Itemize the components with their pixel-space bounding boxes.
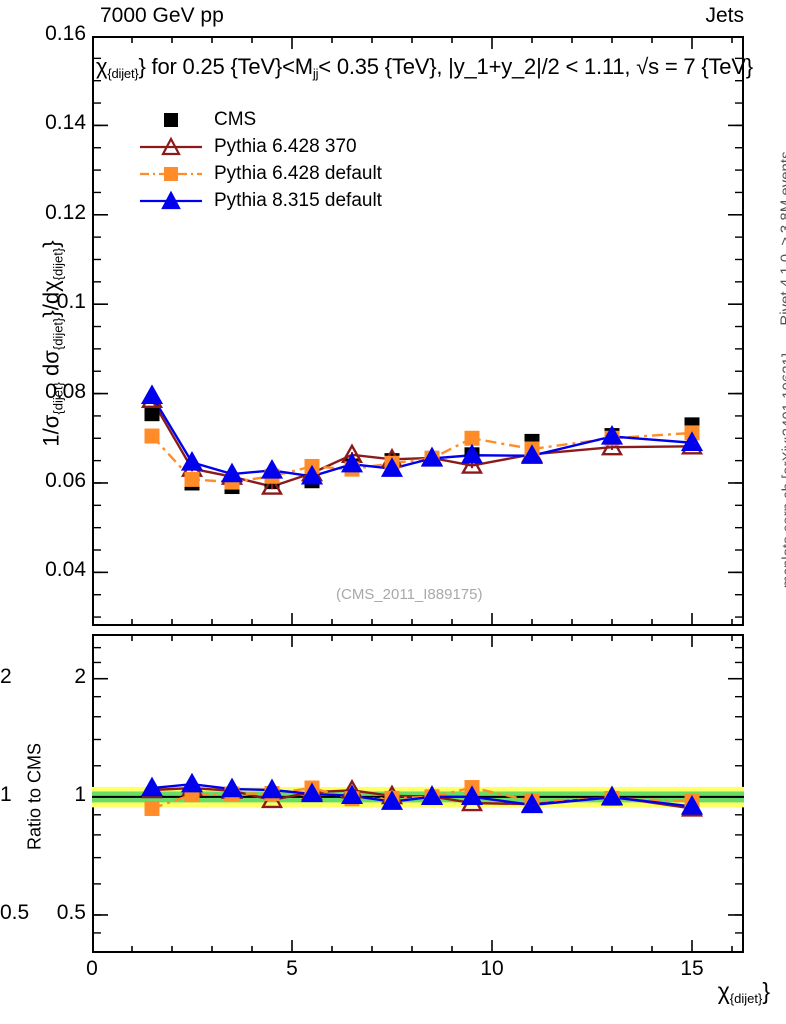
legend-entry-pythia8-default[interactable]: Pythia 8.315 default	[140, 187, 382, 214]
x-axis-label: χ{dijet}}	[718, 978, 770, 1006]
legend-key-pythia6-default	[140, 163, 202, 185]
y-tick-label: 0.12	[45, 200, 86, 224]
legend-entry-pythia6-370[interactable]: Pythia 6.428 370	[140, 133, 382, 160]
legend-label-pythia6-default: Pythia 6.428 default	[214, 162, 382, 184]
ratio-point	[680, 795, 704, 815]
x-tick-label: 0	[86, 957, 98, 980]
main-plot-canvas	[92, 36, 744, 626]
ratio-point	[300, 782, 324, 803]
x-axis-chi: χ	[717, 978, 730, 1004]
beam-energy-label: 7000 GeV pp	[100, 4, 224, 27]
ratio-point	[520, 793, 544, 814]
data-point	[260, 475, 284, 495]
data-point	[340, 452, 364, 473]
data-point	[184, 471, 200, 487]
main-plot-frame	[92, 36, 744, 626]
legend-label-pythia6-370: Pythia 6.428 370	[214, 135, 357, 157]
ratio-y-tick-label-right: 2	[0, 664, 12, 688]
data-point	[260, 459, 284, 479]
legend-entry-cms[interactable]: CMS	[140, 106, 382, 133]
x-tick-label: 15	[680, 957, 704, 980]
data-point	[140, 384, 164, 405]
x-tick-label: 5	[286, 957, 298, 980]
y-tick-label: 0.08	[45, 379, 86, 403]
ratio-y-tick-label: 2	[74, 664, 86, 688]
data-point	[460, 443, 484, 464]
plot-title: χ{dijet}} for 0.25 {TeV}<Mjj< 0.35 {TeV}…	[96, 54, 753, 81]
plot-title-chi: χ{dijet}	[96, 54, 139, 81]
y-axis-part-d: }	[38, 240, 64, 248]
y-tick-label: 0.1	[56, 290, 86, 314]
y-axis-part-b-sub: {dijet}	[50, 317, 66, 351]
y-axis-part-a: 1/σ	[38, 414, 64, 447]
y-tick-label: 0.14	[45, 111, 86, 135]
plot-title-post: < 0.35 {TeV}, |y_1+y_2|/2 < 1.11,	[318, 54, 631, 79]
ratio-point	[260, 778, 284, 799]
analysis-id-watermark: (CMS_2011_I889175)	[336, 586, 483, 603]
plot-title-sqrt: √s = 7 {TeV}	[636, 54, 753, 79]
data-point	[600, 425, 624, 445]
ratio-y-tick-label-right: 0.5	[0, 900, 30, 924]
legend-key-pythia8-default	[140, 190, 202, 212]
ratio-y-tick-label: 1	[74, 782, 86, 806]
ratio-point	[340, 784, 364, 805]
ratio-point	[180, 772, 204, 793]
y-tick-label: 0.04	[45, 558, 86, 582]
legend-key-cms	[140, 109, 202, 131]
data-point	[144, 406, 160, 422]
ratio-y-tick-label: 0.5	[56, 900, 86, 924]
data-point	[520, 444, 544, 464]
data-point	[420, 446, 444, 467]
ratio-point	[420, 785, 444, 806]
y-tick-label: 0.06	[45, 468, 86, 492]
data-point	[380, 457, 404, 477]
series-line-3	[150, 395, 693, 478]
x-axis-chi-sub: {dijet}	[729, 991, 763, 1006]
x-axis-chi-end: }	[762, 978, 770, 1004]
data-point	[460, 454, 484, 474]
data-point	[180, 450, 204, 471]
mcplots-source-credit: mcplots.cern.ch [arXiv:2401.10621]	[779, 352, 786, 589]
legend-key-pythia6-370	[140, 136, 202, 158]
plot-title-jj-sub: jj	[312, 66, 319, 81]
ratio-point	[220, 777, 244, 798]
plot-title-lt: <M	[282, 54, 313, 79]
y-axis-part-b: dσ	[38, 350, 64, 383]
ratio-point	[144, 800, 160, 816]
ratio-point	[600, 785, 624, 806]
y-tick-label: 0.16	[45, 22, 86, 45]
ratio-plot-canvas	[92, 634, 744, 953]
data-point	[464, 430, 480, 446]
y-axis-part-c-sub: {dijet}	[50, 247, 66, 281]
data-point	[600, 435, 624, 456]
ratio-point	[460, 785, 484, 806]
analysis-category-label: Jets	[705, 4, 744, 27]
legend-entry-pythia6-default[interactable]: Pythia 6.428 default	[140, 160, 382, 187]
plot-title-mid: } for 0.25 {TeV}	[138, 54, 283, 79]
legend-label-cms: CMS	[214, 108, 257, 130]
plot-title-chi-sub: {dijet}	[107, 66, 139, 81]
data-point	[300, 464, 324, 485]
data-point	[220, 462, 244, 483]
data-point	[144, 428, 160, 444]
ratio-y-tick-label-right: 1	[0, 782, 12, 806]
plot-legend: CMS Pythia 6.428 370 Pythia 6.428 defaul…	[140, 106, 382, 214]
legend-label-pythia8-default: Pythia 8.315 default	[214, 189, 382, 211]
x-tick-label: 10	[480, 957, 504, 980]
data-point	[680, 431, 704, 451]
ratio-point	[140, 776, 164, 797]
ratio-point	[380, 790, 404, 810]
